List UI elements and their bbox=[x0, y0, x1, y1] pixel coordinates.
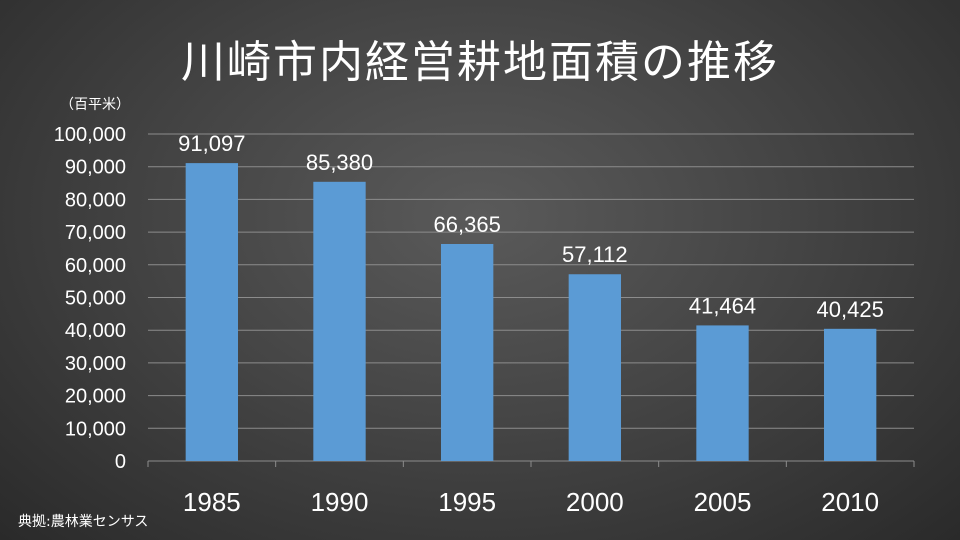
bar bbox=[440, 243, 494, 461]
y-tick-label: 100,000 bbox=[54, 124, 126, 146]
y-tick-label: 0 bbox=[115, 451, 126, 473]
y-tick-label: 70,000 bbox=[65, 222, 126, 244]
data-label: 40,425 bbox=[817, 297, 884, 322]
y-tick-label: 90,000 bbox=[65, 157, 126, 179]
bar bbox=[313, 181, 366, 461]
y-axis-unit-label: （百平米） bbox=[60, 97, 130, 113]
source-note: 典拠:農林業センサス bbox=[18, 514, 149, 530]
data-labels: 91,097 85,380 66,365 57,112 41,464 40,425 bbox=[178, 131, 884, 322]
data-label: 41,464 bbox=[689, 293, 756, 318]
bars bbox=[185, 163, 877, 462]
y-axis-ticks: 0 10,000 20,000 30,000 40,000 50,000 60,000 70,… bbox=[54, 124, 126, 473]
y-tick-label: 50,000 bbox=[65, 288, 126, 310]
y-tick-label: 20,000 bbox=[65, 386, 126, 408]
x-category-label: 1985 bbox=[183, 487, 241, 517]
gridlines bbox=[147, 133, 915, 467]
x-axis-categories: 1985 1990 1995 2000 2005 2010 bbox=[183, 487, 879, 517]
y-tick-label: 10,000 bbox=[65, 418, 126, 440]
bar bbox=[185, 163, 239, 462]
y-tick-label: 40,000 bbox=[65, 320, 126, 342]
x-category-label: 1990 bbox=[311, 487, 369, 517]
data-label: 85,380 bbox=[306, 150, 373, 175]
data-label: 57,112 bbox=[562, 242, 628, 267]
bar bbox=[823, 328, 877, 461]
bar bbox=[568, 274, 622, 461]
bar bbox=[696, 325, 749, 461]
x-category-label: 1995 bbox=[438, 487, 496, 517]
x-category-label: 2000 bbox=[566, 487, 624, 517]
data-label: 66,365 bbox=[434, 212, 501, 237]
x-category-label: 2010 bbox=[821, 487, 879, 517]
y-tick-label: 30,000 bbox=[65, 353, 126, 375]
x-category-label: 2005 bbox=[694, 487, 752, 517]
y-tick-label: 80,000 bbox=[65, 189, 126, 211]
data-label: 91,097 bbox=[178, 131, 245, 156]
y-tick-label: 60,000 bbox=[65, 255, 126, 277]
chart-title: 川崎市内経営耕地面積の推移 bbox=[181, 37, 779, 88]
